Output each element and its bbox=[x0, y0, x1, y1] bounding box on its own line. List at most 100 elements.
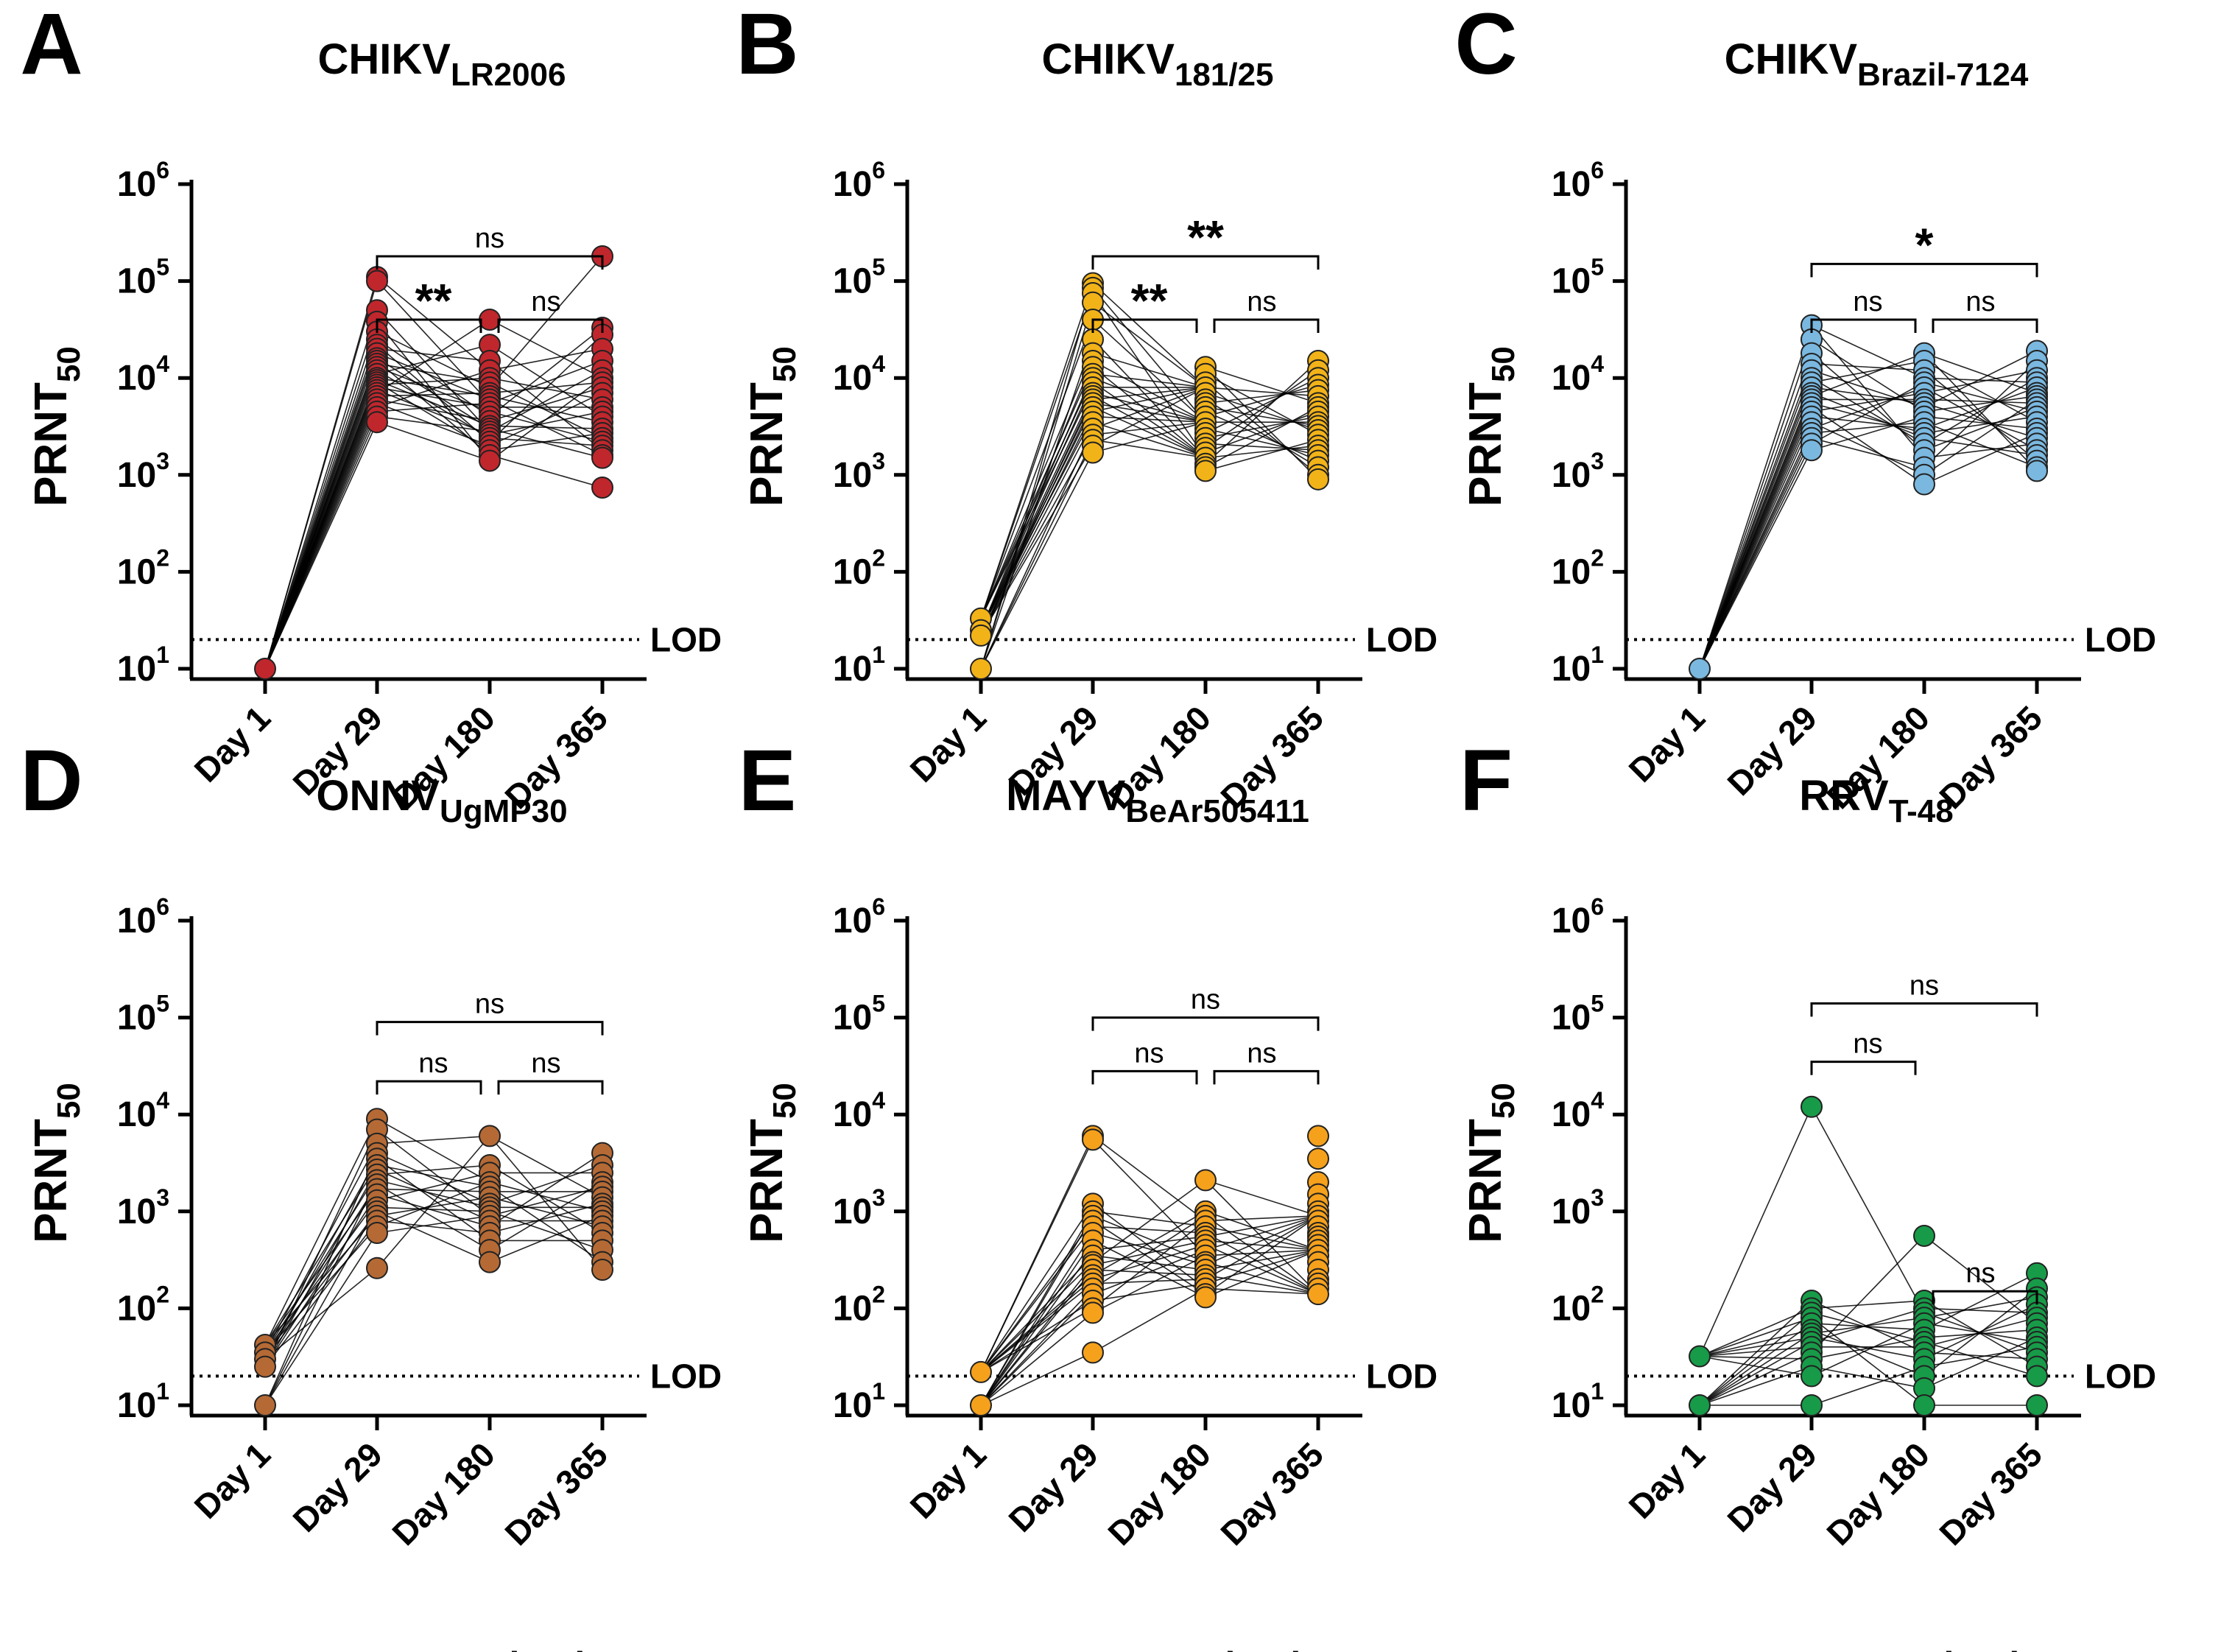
y-tick-base: 10 bbox=[117, 999, 156, 1038]
data-point-day-365 bbox=[1307, 1147, 1329, 1170]
x-tick-label: Day 1 bbox=[1622, 1435, 1713, 1526]
y-tick-base: 10 bbox=[1552, 359, 1591, 398]
y-tick-exponent: 5 bbox=[156, 254, 169, 281]
data-point-day-1 bbox=[1689, 1394, 1711, 1416]
connector-line bbox=[1205, 392, 1319, 431]
connector-line bbox=[980, 1262, 1094, 1373]
significance-bracket bbox=[1091, 255, 1320, 270]
connector-line bbox=[489, 1186, 603, 1263]
connector-line bbox=[1205, 384, 1319, 418]
y-axis-label-main: PRNT bbox=[742, 382, 792, 507]
y-tick-exponent: 3 bbox=[1591, 1184, 1604, 1211]
connector-line bbox=[1699, 1329, 1812, 1357]
connector-line bbox=[1092, 382, 1206, 459]
connector-line bbox=[980, 1232, 1094, 1406]
data-point-day-365 bbox=[591, 1259, 613, 1282]
y-tick-base: 10 bbox=[833, 1386, 872, 1425]
connector-line bbox=[489, 344, 603, 418]
y-tick-exponent: 2 bbox=[872, 544, 885, 571]
connector-line bbox=[376, 1215, 490, 1234]
y-tick-exponent: 3 bbox=[872, 1184, 885, 1211]
connector-line bbox=[1205, 1179, 1319, 1217]
connector-line bbox=[264, 1158, 378, 1360]
y-tick-base: 10 bbox=[117, 165, 156, 204]
connector-line bbox=[1092, 1255, 1206, 1314]
connector-line bbox=[1205, 428, 1319, 456]
connector-line bbox=[376, 1164, 490, 1187]
significance-label: ns bbox=[475, 223, 504, 254]
connector-line bbox=[489, 1164, 603, 1205]
connector-line bbox=[1092, 387, 1206, 429]
y-tick-exponent: 2 bbox=[156, 1281, 169, 1307]
y-tick-exponent: 4 bbox=[872, 1087, 885, 1114]
connector-line bbox=[1811, 1235, 1925, 1353]
connector-line bbox=[489, 360, 603, 451]
significance-bracket bbox=[1213, 318, 1320, 333]
connector-line bbox=[1205, 1215, 1319, 1280]
connector-line bbox=[489, 256, 603, 388]
connector-line bbox=[1699, 1300, 1812, 1406]
significance-label: ns bbox=[531, 1048, 560, 1079]
y-tick-label: 103 bbox=[1552, 1184, 1604, 1231]
connector-line bbox=[264, 1232, 378, 1406]
connector-line bbox=[1811, 392, 1925, 439]
connector-line bbox=[376, 1181, 490, 1227]
connector-line bbox=[489, 425, 603, 429]
y-tick-base: 10 bbox=[117, 901, 156, 941]
y-tick-base: 10 bbox=[117, 1289, 156, 1328]
y-tick-label: 103 bbox=[833, 1184, 885, 1231]
lod-label: LOD bbox=[1366, 1357, 1437, 1395]
y-tick-label: 104 bbox=[1552, 351, 1604, 398]
y-tick-label: 101 bbox=[833, 1378, 885, 1425]
connector-line bbox=[980, 445, 1094, 636]
connector-line bbox=[489, 1203, 603, 1234]
panel-letter: C bbox=[1454, 0, 1517, 93]
connector-line bbox=[376, 309, 490, 432]
x-tick-label: Day 29 bbox=[285, 1435, 390, 1539]
y-tick-base: 10 bbox=[833, 456, 872, 495]
connector-line bbox=[1923, 1235, 2038, 1324]
connector-line bbox=[1205, 366, 1319, 480]
significance-bracket bbox=[1810, 1002, 2038, 1017]
connector-line bbox=[1699, 1312, 1812, 1406]
y-axis-label-sub: 50 bbox=[767, 346, 803, 382]
y-tick-base: 10 bbox=[117, 456, 156, 495]
connector-line bbox=[1205, 1215, 1319, 1295]
y-axis-label-sub: 50 bbox=[51, 1083, 87, 1119]
connector-line bbox=[1811, 363, 1925, 371]
connector-line bbox=[1923, 443, 2038, 459]
connector-line bbox=[1092, 1211, 1206, 1227]
connector-line bbox=[1205, 407, 1319, 468]
connector-line bbox=[489, 1181, 603, 1251]
connector-line bbox=[489, 1152, 603, 1227]
panel-title-sub: BeAr505411 bbox=[1125, 793, 1309, 829]
connector-line bbox=[1205, 360, 1319, 465]
data-point-day-1 bbox=[1689, 658, 1711, 680]
connector-line bbox=[1092, 407, 1206, 459]
connector-line bbox=[264, 1118, 378, 1346]
connector-line bbox=[1699, 353, 1812, 669]
connector-line bbox=[1811, 392, 1925, 412]
panel-title-main: MAYV bbox=[1006, 772, 1126, 820]
connector-line bbox=[376, 344, 490, 375]
y-tick-exponent: 6 bbox=[1591, 893, 1604, 920]
x-tick-label: Day 1 bbox=[903, 1435, 994, 1526]
y-tick-base: 10 bbox=[833, 262, 872, 301]
connector-line bbox=[264, 1206, 378, 1406]
connector-line bbox=[489, 319, 603, 379]
connector-line bbox=[1205, 411, 1319, 454]
connector-line bbox=[1811, 1365, 1925, 1406]
panel-letter: A bbox=[20, 0, 82, 93]
connector-line bbox=[376, 1193, 490, 1227]
connector-line bbox=[376, 1220, 490, 1234]
data-point-day-365 bbox=[591, 477, 613, 499]
connector-line bbox=[1923, 407, 2038, 451]
panel-c: C CHIKVBrazil-7124101102103104105106PRNT5… bbox=[1454, 0, 2156, 816]
y-tick-exponent: 1 bbox=[1591, 642, 1604, 668]
connector-line bbox=[1923, 1337, 2038, 1389]
connector-line bbox=[1923, 1307, 2038, 1314]
connector-line bbox=[489, 377, 603, 462]
data-point-day-29 bbox=[366, 1221, 388, 1244]
data-point-day-365 bbox=[591, 446, 613, 469]
